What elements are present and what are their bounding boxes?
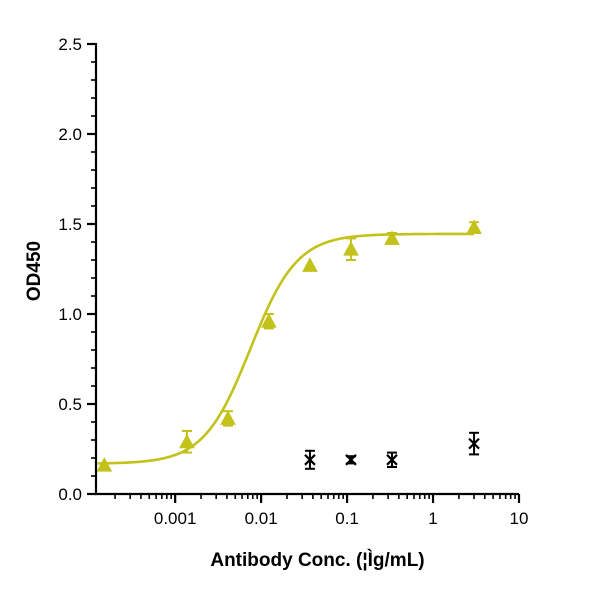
x-tick-label: 10 xyxy=(510,509,529,528)
triangle-marker xyxy=(220,410,236,425)
x-marker xyxy=(345,454,357,466)
triangle-marker xyxy=(343,241,359,256)
data-markers xyxy=(96,219,482,472)
y-axis: 0.0 0.5 1.0 1.5 2.0 2.5 xyxy=(58,35,98,504)
triangle-marker xyxy=(466,219,482,235)
x-tick-label: 0.01 xyxy=(245,509,278,528)
fit-curves xyxy=(97,232,475,465)
x-marker xyxy=(386,454,398,466)
y-tick-label: 0.0 xyxy=(58,485,82,504)
y-tick-label: 0.5 xyxy=(58,395,82,414)
triangle-marker xyxy=(96,457,113,472)
triangle-marker xyxy=(179,433,195,449)
fit-curve xyxy=(97,232,475,465)
x-axis: 0.001 0.01 0.1 1 10 xyxy=(95,492,529,528)
axes: 0.001 0.01 0.1 1 10 0.0 0.5 1.0 1.5 2.0 2.5 xyxy=(58,35,528,528)
y-tick-label: 1.0 xyxy=(58,305,82,324)
x-tick-label: 0.1 xyxy=(335,509,359,528)
x-marker xyxy=(304,454,316,466)
y-tick-label: 2.5 xyxy=(58,35,82,54)
x-axis-title: Antibody Conc. (¦Ìg/mL) xyxy=(210,549,424,571)
x-marker xyxy=(468,437,480,450)
triangle-marker xyxy=(384,230,400,245)
plot-area xyxy=(96,219,482,472)
y-tick-label: 2.0 xyxy=(58,125,82,144)
y-tick-label: 1.5 xyxy=(58,215,82,234)
x-tick-label: 1 xyxy=(428,509,437,528)
x-tick-label: 0.001 xyxy=(154,509,197,528)
triangle-marker xyxy=(302,257,318,272)
y-axis-title: OD450 xyxy=(24,241,45,301)
triangle-marker xyxy=(261,313,277,328)
error-bars xyxy=(181,221,480,470)
